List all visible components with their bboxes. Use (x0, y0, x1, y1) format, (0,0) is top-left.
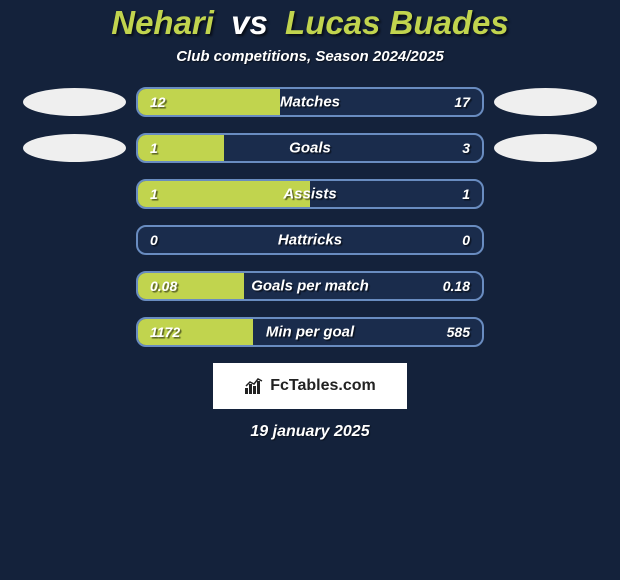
avatar-player-right (494, 88, 597, 116)
logo-badge: FcTables.com (213, 363, 407, 409)
stat-value-right: 17 (454, 94, 470, 110)
stat-label: Min per goal (266, 324, 354, 341)
comparison-card: Nehari vs Lucas Buades Club competitions… (0, 0, 620, 441)
stat-row: 1172 Min per goal 585 (0, 317, 620, 347)
stat-value-right: 1 (462, 186, 470, 202)
title-player-right: Lucas Buades (285, 4, 509, 41)
avatar-player-left (23, 134, 126, 162)
stat-value-left: 1 (150, 140, 158, 156)
stat-value-right: 0 (462, 232, 470, 248)
logo-text: FcTables.com (270, 377, 376, 395)
avatar-player-right (494, 134, 597, 162)
stat-bar: 0 Hattricks 0 (136, 225, 484, 255)
stat-row: 1 Goals 3 (0, 133, 620, 163)
title-vs: vs (231, 4, 268, 41)
stat-label: Hattricks (278, 232, 342, 249)
stats-list: 12 Matches 17 1 Goals 3 1 Assists 1 0 Hattricks 0 0.… (0, 87, 620, 347)
stat-bar: 12 Matches 17 (136, 87, 484, 117)
stat-value-left: 12 (150, 94, 166, 110)
stat-label: Goals per match (251, 278, 369, 295)
stat-value-left: 1 (150, 186, 158, 202)
stat-value-right: 3 (462, 140, 470, 156)
stat-label: Goals (289, 140, 331, 157)
subtitle: Club competitions, Season 2024/2025 (0, 48, 620, 65)
stat-row: 0.08 Goals per match 0.18 (0, 271, 620, 301)
stat-value-left: 0 (150, 232, 158, 248)
stat-bar: 0.08 Goals per match 0.18 (136, 271, 484, 301)
page-title: Nehari vs Lucas Buades (111, 4, 509, 42)
stat-row: 1 Assists 1 (0, 179, 620, 209)
stat-row: 0 Hattricks 0 (0, 225, 620, 255)
stat-value-right: 585 (447, 324, 470, 340)
stat-bar: 1172 Min per goal 585 (136, 317, 484, 347)
title-player-left: Nehari (111, 4, 214, 41)
title-wrap: Nehari vs Lucas Buades (0, 4, 620, 42)
stat-label: Assists (283, 186, 336, 203)
bar-chart-icon (244, 377, 264, 395)
avatar-player-left (23, 88, 126, 116)
stat-value-left: 0.08 (150, 278, 177, 294)
stat-row: 12 Matches 17 (0, 87, 620, 117)
stat-value-left: 1172 (150, 324, 180, 340)
stat-label: Matches (280, 94, 340, 111)
stat-bar: 1 Assists 1 (136, 179, 484, 209)
date-label: 19 january 2025 (0, 423, 620, 441)
stat-value-right: 0.18 (443, 278, 470, 294)
stat-bar: 1 Goals 3 (136, 133, 484, 163)
